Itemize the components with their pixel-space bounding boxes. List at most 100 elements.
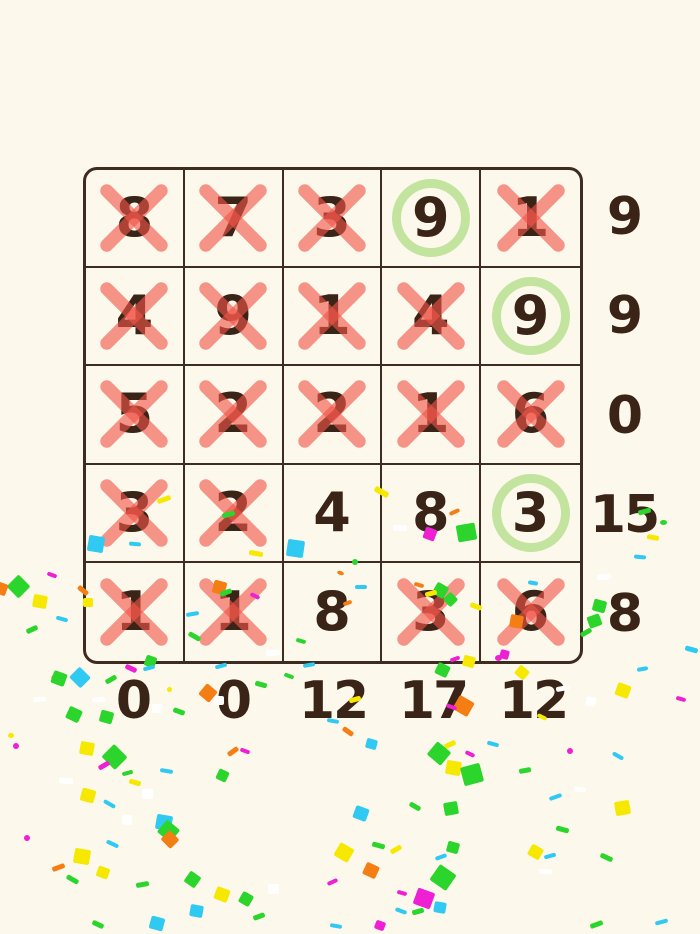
grid-cell[interactable]: 3 — [283, 170, 383, 269]
confetti-piece — [373, 919, 387, 932]
confetti-piece — [79, 787, 97, 804]
confetti-piece — [32, 696, 47, 703]
confetti-piece — [433, 901, 447, 914]
confetti-piece — [0, 581, 9, 597]
confetti-piece — [548, 792, 563, 802]
cell-value: 8 — [412, 480, 450, 544]
confetti-piece — [65, 874, 80, 885]
grid-cell[interactable]: 6 — [481, 366, 580, 465]
grid-cell[interactable]: 3 — [86, 464, 185, 563]
confetti-piece — [543, 852, 557, 860]
grid-cell[interactable]: 8 — [86, 170, 185, 269]
confetti-piece — [148, 915, 166, 932]
confetti-piece — [25, 624, 39, 635]
confetti-piece — [518, 766, 532, 775]
col-sum-label: 12 — [498, 671, 569, 731]
confetti-piece — [101, 743, 128, 771]
row-sum-label: 8 — [606, 584, 643, 645]
confetti-piece — [121, 769, 134, 777]
cell-value: 1 — [313, 284, 351, 348]
confetti-piece — [352, 804, 370, 823]
grid-cell[interactable]: 8 — [382, 464, 482, 563]
grid-cell[interactable]: 9 — [184, 268, 284, 367]
confetti-piece — [329, 922, 343, 930]
grid-cell[interactable]: 1 — [481, 170, 580, 269]
cell-value: 2 — [214, 480, 252, 544]
confetti-piece — [589, 919, 604, 930]
confetti-piece — [389, 844, 403, 855]
confetti-piece — [226, 746, 240, 757]
grid-cell[interactable]: 1 — [185, 562, 284, 661]
confetti-piece — [538, 868, 553, 875]
grid-cell[interactable]: 4 — [86, 268, 185, 367]
row-sum-label: 15 — [589, 484, 660, 545]
confetti-piece — [31, 593, 49, 610]
grid-cell[interactable]: 6 — [481, 563, 580, 661]
cell-value: 1 — [412, 382, 450, 446]
confetti-piece — [684, 645, 699, 654]
col-sums: 0 0 12 17 12 — [83, 668, 583, 734]
confetti-piece — [486, 740, 500, 748]
confetti-piece — [128, 778, 142, 787]
confetti-piece — [555, 825, 570, 834]
confetti-piece — [364, 737, 379, 751]
confetti-piece — [613, 799, 632, 817]
confetti-piece — [611, 751, 625, 761]
confetti-piece — [614, 681, 632, 700]
confetti-piece — [121, 814, 133, 826]
confetti-piece — [443, 739, 457, 750]
confetti-piece — [154, 813, 174, 832]
confetti-piece — [675, 695, 687, 703]
confetti-piece — [333, 842, 355, 863]
grid-cell[interactable]: 1 — [86, 562, 185, 661]
grid-cell[interactable]: 2 — [184, 366, 284, 465]
confetti-piece — [459, 762, 485, 787]
grid-cell[interactable]: 4 — [382, 268, 482, 367]
confetti-piece — [213, 885, 231, 904]
confetti-piece — [444, 759, 463, 777]
confetti-piece — [64, 705, 84, 724]
confetti-piece — [464, 750, 476, 758]
confetti-piece — [46, 571, 58, 579]
cell-value: 4 — [412, 284, 450, 348]
cell-value: 8 — [313, 579, 351, 643]
cell-value: 9 — [412, 186, 450, 250]
grid-cell[interactable]: 2 — [283, 366, 383, 465]
confetti-piece — [396, 889, 408, 897]
grid-cell[interactable]: 4 — [283, 464, 383, 563]
confetti-piece — [239, 747, 251, 755]
confetti-piece — [585, 696, 597, 707]
confetti-piece — [636, 666, 649, 672]
grid-cell[interactable]: 9 — [481, 268, 580, 367]
confetti-piece — [567, 748, 573, 754]
confetti-piece — [429, 863, 457, 892]
row-sums: 9 9 0 15 8 — [588, 167, 660, 664]
confetti-piece — [78, 740, 96, 757]
grid-cell[interactable]: 2 — [184, 464, 284, 563]
grid-cell[interactable]: 1 — [382, 366, 482, 465]
confetti-piece — [189, 903, 204, 919]
cell-value: 4 — [313, 480, 351, 544]
cell-value: 6 — [511, 382, 550, 446]
confetti-piece — [6, 574, 31, 599]
grid-cell[interactable]: 5 — [86, 366, 185, 465]
confetti-piece — [102, 799, 117, 809]
confetti-piece — [58, 777, 74, 785]
grid-cell[interactable]: 1 — [283, 268, 383, 367]
cell-value: 1 — [115, 579, 154, 643]
confetti-piece — [654, 918, 669, 926]
confetti-piece — [135, 880, 150, 889]
grid-cell[interactable]: 3 — [382, 562, 482, 661]
confetti-piece — [97, 760, 111, 771]
confetti-piece — [445, 840, 461, 855]
grid-cell[interactable]: 8 — [284, 562, 383, 661]
confetti-piece — [660, 520, 667, 525]
confetti-piece — [573, 785, 587, 794]
cell-value: 5 — [115, 382, 154, 446]
confetti-piece — [394, 907, 408, 915]
grid-cell[interactable]: 9 — [382, 170, 482, 269]
grid-cell[interactable]: 7 — [184, 170, 284, 269]
grid-cell[interactable]: 3 — [481, 465, 580, 563]
cell-value: 3 — [313, 186, 351, 250]
